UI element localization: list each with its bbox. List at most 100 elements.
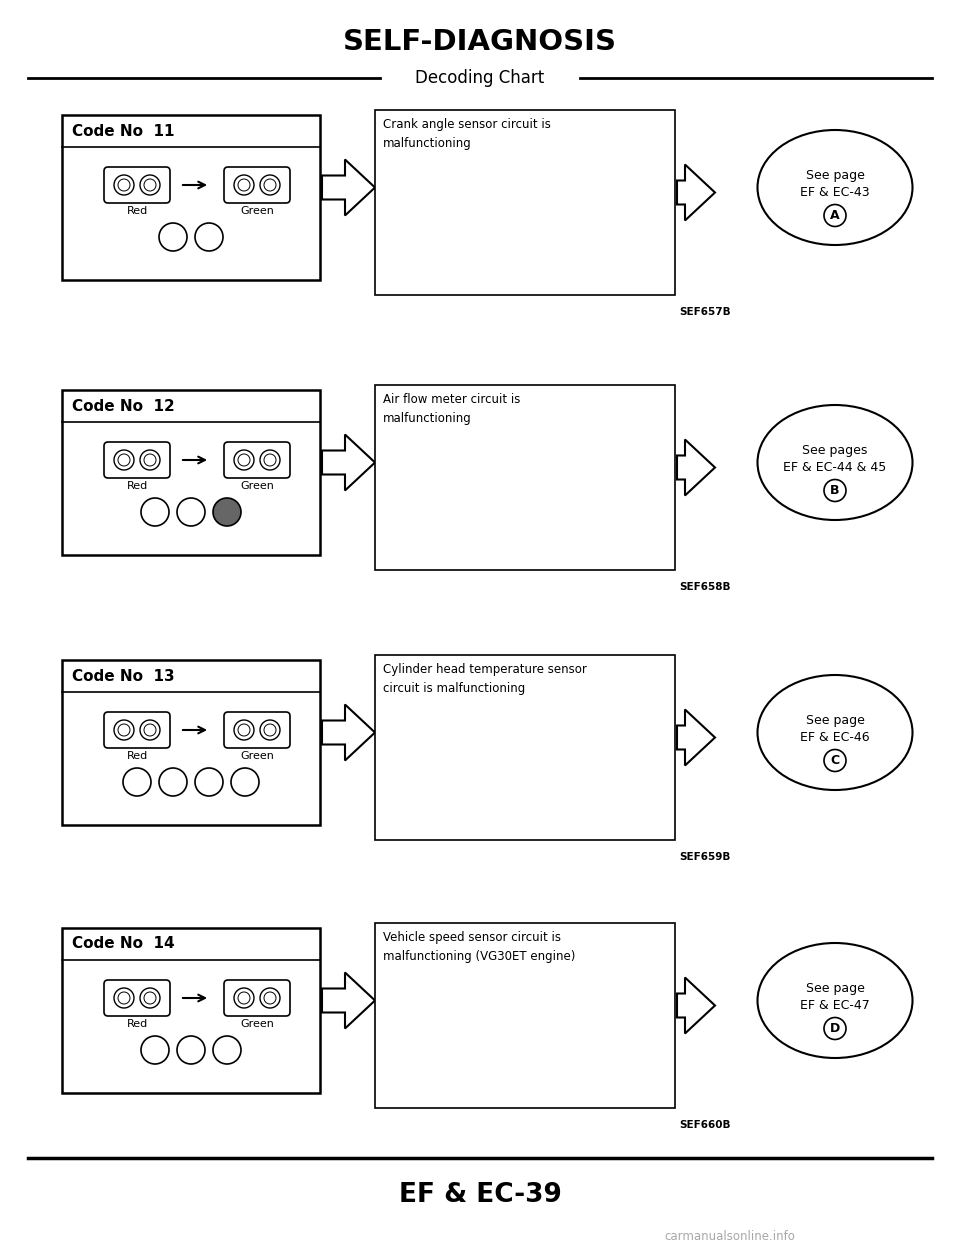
Circle shape [140, 988, 160, 1008]
Circle shape [195, 768, 223, 796]
Polygon shape [677, 165, 715, 221]
Circle shape [140, 450, 160, 470]
Text: EF & EC-43: EF & EC-43 [801, 186, 870, 199]
Circle shape [264, 179, 276, 191]
Circle shape [144, 453, 156, 466]
Circle shape [140, 719, 160, 739]
Circle shape [141, 498, 169, 526]
Circle shape [238, 992, 250, 1004]
Circle shape [141, 1035, 169, 1064]
FancyBboxPatch shape [224, 167, 290, 204]
Circle shape [234, 450, 254, 470]
Circle shape [238, 724, 250, 736]
FancyBboxPatch shape [104, 442, 170, 478]
Circle shape [159, 224, 187, 251]
Text: EF & EC-39: EF & EC-39 [398, 1182, 562, 1208]
Ellipse shape [757, 130, 913, 245]
Circle shape [177, 498, 205, 526]
FancyBboxPatch shape [224, 712, 290, 748]
Text: Green: Green [240, 206, 274, 216]
Circle shape [231, 768, 259, 796]
Text: Crank angle sensor circuit is
malfunctioning: Crank angle sensor circuit is malfunctio… [383, 117, 551, 150]
Text: Cylinder head temperature sensor
circuit is malfunctioning: Cylinder head temperature sensor circuit… [383, 663, 587, 694]
Text: SEF658B: SEF658B [679, 582, 731, 592]
Circle shape [213, 498, 241, 526]
Polygon shape [677, 709, 715, 766]
Polygon shape [322, 160, 375, 216]
Text: SELF-DIAGNOSIS: SELF-DIAGNOSIS [343, 27, 617, 56]
Circle shape [144, 724, 156, 736]
Circle shape [260, 175, 280, 195]
Circle shape [824, 205, 846, 226]
Bar [62, 928, 320, 1093]
Bar [62, 115, 320, 280]
Text: B: B [830, 485, 840, 497]
Circle shape [824, 749, 846, 772]
Ellipse shape [757, 405, 913, 520]
Text: Green: Green [240, 751, 274, 761]
Bar [375, 385, 675, 570]
Text: Red: Red [127, 1019, 148, 1029]
Text: SEF657B: SEF657B [679, 307, 731, 317]
Circle shape [260, 988, 280, 1008]
Bar [375, 923, 675, 1108]
Text: Green: Green [240, 1019, 274, 1029]
Circle shape [264, 453, 276, 466]
Circle shape [213, 1035, 241, 1064]
Circle shape [144, 992, 156, 1004]
Text: Code No  11: Code No 11 [72, 124, 175, 139]
Text: A: A [830, 209, 840, 222]
Circle shape [144, 179, 156, 191]
Ellipse shape [757, 674, 913, 791]
Bar [62, 390, 320, 555]
Text: See pages: See pages [803, 443, 868, 457]
Text: Green: Green [240, 481, 274, 491]
Bar [375, 654, 675, 841]
Text: SEF659B: SEF659B [679, 852, 731, 862]
Text: EF & EC-46: EF & EC-46 [801, 731, 870, 744]
Text: EF & EC-47: EF & EC-47 [800, 999, 870, 1012]
Circle shape [238, 179, 250, 191]
Circle shape [118, 453, 130, 466]
Text: See page: See page [805, 169, 864, 182]
Circle shape [177, 1035, 205, 1064]
Circle shape [159, 768, 187, 796]
Text: Red: Red [127, 206, 148, 216]
Circle shape [234, 175, 254, 195]
Text: Code No  12: Code No 12 [72, 398, 175, 413]
Polygon shape [677, 440, 715, 496]
Circle shape [114, 719, 134, 739]
Text: carmanualsonline.info: carmanualsonline.info [664, 1230, 796, 1244]
Text: Red: Red [127, 481, 148, 491]
Circle shape [114, 450, 134, 470]
Circle shape [264, 724, 276, 736]
Circle shape [824, 480, 846, 502]
FancyBboxPatch shape [224, 442, 290, 478]
Circle shape [118, 992, 130, 1004]
Polygon shape [322, 435, 375, 491]
Circle shape [140, 175, 160, 195]
Circle shape [824, 1018, 846, 1039]
Circle shape [234, 719, 254, 739]
Circle shape [234, 988, 254, 1008]
Circle shape [264, 992, 276, 1004]
Text: Vehicle speed sensor circuit is
malfunctioning (VG30ET engine): Vehicle speed sensor circuit is malfunct… [383, 931, 575, 963]
Circle shape [260, 450, 280, 470]
Text: SEF660B: SEF660B [679, 1120, 731, 1130]
Circle shape [260, 719, 280, 739]
Polygon shape [322, 704, 375, 761]
Bar [62, 659, 320, 826]
Ellipse shape [757, 943, 913, 1058]
Text: D: D [829, 1022, 840, 1035]
Polygon shape [322, 973, 375, 1028]
Text: Decoding Chart: Decoding Chart [416, 69, 544, 87]
Text: Air flow meter circuit is
malfunctioning: Air flow meter circuit is malfunctioning [383, 393, 520, 425]
Text: Red: Red [127, 751, 148, 761]
Circle shape [118, 724, 130, 736]
Text: Code No  13: Code No 13 [72, 668, 175, 683]
FancyBboxPatch shape [104, 712, 170, 748]
Circle shape [123, 768, 151, 796]
Circle shape [114, 988, 134, 1008]
Circle shape [114, 175, 134, 195]
Text: See page: See page [805, 714, 864, 727]
